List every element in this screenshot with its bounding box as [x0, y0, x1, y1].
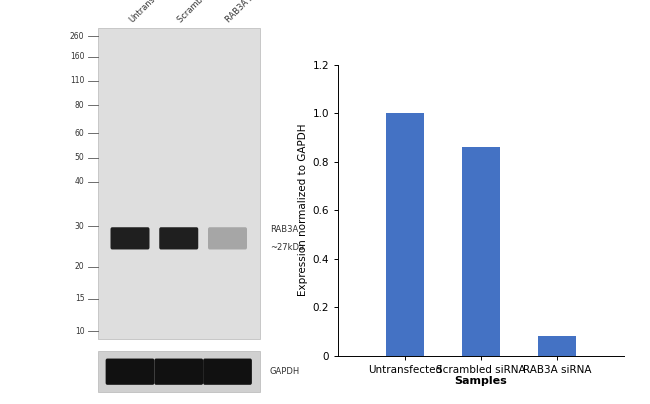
Bar: [462, 147, 500, 356]
X-axis label: Samples: Samples: [454, 376, 508, 386]
FancyBboxPatch shape: [208, 227, 247, 250]
Y-axis label: Expression normalized to GAPDH: Expression normalized to GAPDH: [298, 124, 308, 296]
FancyBboxPatch shape: [203, 359, 252, 385]
Bar: [98, 351, 260, 392]
Text: ~27kDa: ~27kDa: [270, 244, 304, 252]
Text: 40: 40: [75, 177, 84, 186]
Text: 80: 80: [75, 101, 84, 109]
Text: RAB3A siRNA: RAB3A siRNA: [224, 0, 270, 24]
Text: 50: 50: [75, 153, 84, 162]
Text: GAPDH: GAPDH: [270, 367, 300, 376]
Text: RAB3A: RAB3A: [270, 225, 298, 234]
Text: 30: 30: [75, 222, 84, 231]
Text: 260: 260: [70, 32, 84, 41]
FancyBboxPatch shape: [111, 227, 150, 250]
Text: 10: 10: [75, 327, 84, 336]
Bar: [538, 336, 577, 356]
Text: 60: 60: [75, 129, 84, 138]
FancyBboxPatch shape: [159, 227, 198, 250]
Text: 15: 15: [75, 295, 84, 303]
FancyBboxPatch shape: [155, 359, 203, 385]
Text: Untransfected: Untransfected: [127, 0, 176, 24]
Text: 110: 110: [70, 76, 84, 85]
FancyBboxPatch shape: [105, 359, 155, 385]
Bar: [98, 28, 260, 339]
Text: 20: 20: [75, 262, 84, 271]
Text: Scrambled siRNA: Scrambled siRNA: [176, 0, 233, 24]
Text: 160: 160: [70, 52, 84, 61]
Bar: [385, 113, 424, 356]
